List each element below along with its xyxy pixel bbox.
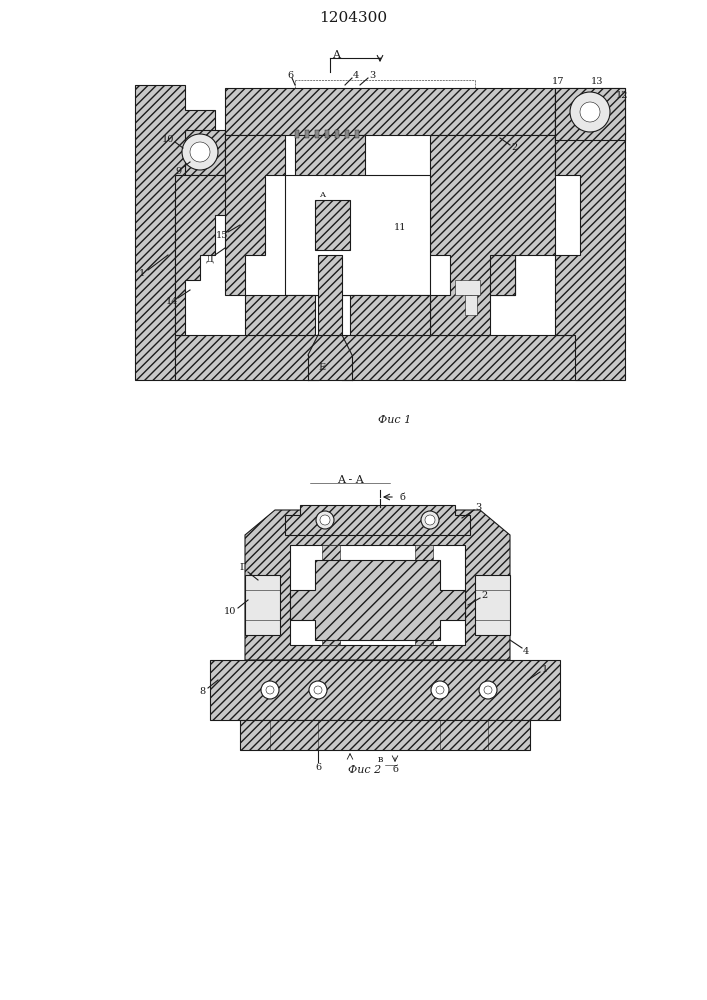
Text: 11: 11 bbox=[394, 224, 407, 232]
Polygon shape bbox=[430, 135, 555, 335]
Text: 15: 15 bbox=[216, 232, 228, 240]
Circle shape bbox=[484, 686, 492, 694]
Text: 13: 13 bbox=[591, 78, 603, 87]
Bar bbox=[325, 130, 329, 138]
Polygon shape bbox=[315, 200, 350, 250]
Bar bbox=[415, 545, 433, 645]
Polygon shape bbox=[135, 85, 215, 380]
Text: Д: Д bbox=[206, 254, 214, 263]
Text: 9: 9 bbox=[175, 167, 181, 176]
Circle shape bbox=[266, 686, 274, 694]
Polygon shape bbox=[175, 335, 600, 380]
Bar bbox=[335, 130, 339, 138]
Polygon shape bbox=[295, 135, 365, 295]
Bar bbox=[455, 280, 480, 295]
Polygon shape bbox=[475, 575, 510, 635]
Circle shape bbox=[261, 681, 279, 699]
Text: 1204300: 1204300 bbox=[319, 11, 387, 25]
Text: A: A bbox=[319, 191, 325, 199]
Polygon shape bbox=[555, 88, 625, 380]
Bar bbox=[345, 130, 349, 138]
Polygon shape bbox=[210, 660, 560, 720]
Text: в: в bbox=[378, 756, 382, 764]
Text: 2: 2 bbox=[482, 590, 488, 599]
Text: б: б bbox=[392, 766, 398, 774]
Text: 1: 1 bbox=[139, 269, 145, 278]
Text: A - A: A - A bbox=[337, 475, 363, 485]
Polygon shape bbox=[245, 295, 315, 335]
Text: 8: 8 bbox=[199, 688, 205, 696]
Polygon shape bbox=[285, 505, 470, 535]
Text: 6: 6 bbox=[287, 70, 293, 80]
Bar bbox=[465, 295, 477, 315]
Polygon shape bbox=[225, 135, 285, 295]
Text: 10: 10 bbox=[162, 134, 174, 143]
Text: 10: 10 bbox=[224, 607, 236, 616]
Polygon shape bbox=[185, 130, 225, 175]
Text: 17: 17 bbox=[551, 78, 564, 87]
Text: 6: 6 bbox=[315, 764, 321, 772]
Circle shape bbox=[314, 686, 322, 694]
Bar bbox=[340, 565, 415, 625]
Polygon shape bbox=[350, 295, 430, 335]
Text: 2: 2 bbox=[512, 143, 518, 152]
Polygon shape bbox=[555, 88, 625, 140]
Circle shape bbox=[309, 681, 327, 699]
Bar bbox=[285, 175, 430, 295]
Text: Г: Г bbox=[240, 564, 246, 572]
Polygon shape bbox=[175, 175, 230, 335]
Polygon shape bbox=[490, 255, 515, 295]
Polygon shape bbox=[318, 255, 342, 335]
Bar bbox=[305, 130, 309, 138]
Circle shape bbox=[190, 142, 210, 162]
Bar bbox=[322, 545, 340, 645]
Polygon shape bbox=[290, 560, 465, 640]
Text: Фис 2: Фис 2 bbox=[349, 765, 382, 775]
Text: Е: Е bbox=[318, 363, 325, 372]
Text: 4: 4 bbox=[353, 72, 359, 81]
Circle shape bbox=[431, 681, 449, 699]
Text: 12: 12 bbox=[616, 91, 629, 100]
Polygon shape bbox=[240, 720, 530, 750]
Bar bbox=[290, 545, 465, 645]
Circle shape bbox=[421, 511, 439, 529]
Circle shape bbox=[580, 102, 600, 122]
Circle shape bbox=[570, 92, 610, 132]
Text: Фис 1: Фис 1 bbox=[378, 415, 411, 425]
Circle shape bbox=[182, 134, 218, 170]
Text: 3: 3 bbox=[475, 502, 481, 512]
Text: б: б bbox=[400, 492, 406, 502]
Circle shape bbox=[436, 686, 444, 694]
Circle shape bbox=[316, 511, 334, 529]
Text: 4: 4 bbox=[523, 647, 529, 656]
Text: A: A bbox=[332, 50, 340, 60]
Bar bbox=[315, 130, 319, 138]
Text: 14: 14 bbox=[165, 298, 178, 306]
Text: 1: 1 bbox=[542, 664, 548, 674]
Bar bbox=[295, 130, 299, 138]
Circle shape bbox=[320, 515, 330, 525]
Polygon shape bbox=[245, 575, 280, 635]
Text: 3: 3 bbox=[369, 72, 375, 81]
Polygon shape bbox=[225, 88, 555, 135]
Circle shape bbox=[425, 515, 435, 525]
Bar bbox=[355, 130, 359, 138]
Circle shape bbox=[479, 681, 497, 699]
Polygon shape bbox=[245, 510, 510, 660]
